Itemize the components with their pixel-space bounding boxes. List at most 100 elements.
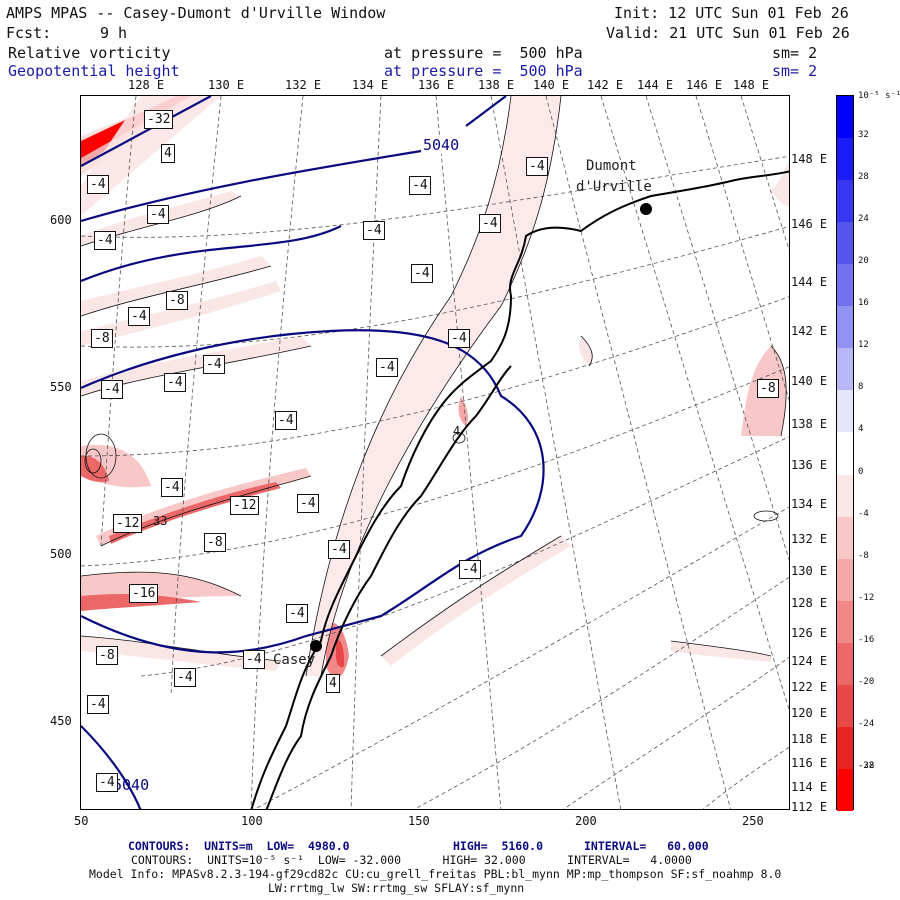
right-longitude-label: 144 E xyxy=(791,275,828,289)
top-longitude-label: 128 E xyxy=(128,78,165,92)
bottom-grid-label: 50 xyxy=(74,814,89,828)
colorbar-segment xyxy=(837,306,853,349)
colorbar-tick-label: 12 xyxy=(858,340,869,351)
forecast-hour: 9 h xyxy=(100,24,128,42)
right-longitude-label: 134 E xyxy=(791,497,828,511)
top-longitude-label: 138 E xyxy=(478,78,515,92)
vorticity-box-label: -32 xyxy=(144,110,174,129)
vorticity-box-label: -4 xyxy=(87,175,109,194)
vorticity-box-label: -4 xyxy=(479,214,501,233)
right-longitude-label: 126 E xyxy=(791,626,828,640)
vorticity-box-label: -16 xyxy=(129,584,159,603)
right-longitude-label: 136 E xyxy=(791,458,828,472)
vorticity-box-label: -4 xyxy=(376,358,398,377)
colorbar-tick-label: 28 xyxy=(858,172,869,183)
vorticity-box-label: -4 xyxy=(275,411,297,430)
vorticity-box-label: -4 xyxy=(94,231,116,250)
vorticity-inline-label: 33 xyxy=(153,514,168,528)
right-longitude-label: 140 E xyxy=(791,374,828,388)
colorbar-tick-label: 32 xyxy=(858,130,869,141)
init-time: Init: 12 UTC Sun 01 Feb 26 xyxy=(614,4,849,22)
field2-name: Geopotential height xyxy=(8,62,180,80)
colorbar-segment xyxy=(837,558,853,602)
colorbar-tick-label: -4 xyxy=(858,508,869,519)
map-canvas xyxy=(81,96,789,809)
left-grid-label: 550 xyxy=(50,380,72,394)
top-longitude-label: 140 E xyxy=(533,78,570,92)
colorbar-tick-label: 0 xyxy=(858,466,864,477)
vorticity-box-label: -4 xyxy=(286,604,308,623)
vorticity-box-label: -4 xyxy=(164,373,186,392)
vorticity-box-label: -4 xyxy=(203,355,225,374)
colorbar-segment xyxy=(837,600,853,644)
colorbar-segment xyxy=(837,516,853,560)
left-grid-label: 600 xyxy=(50,213,72,227)
station-label-dumont: Dumont xyxy=(586,158,637,174)
colorbar-segment xyxy=(837,642,853,686)
right-longitude-label: 118 E xyxy=(791,732,828,746)
valid-time: Valid: 21 UTC Sun 01 Feb 26 xyxy=(606,24,850,42)
station-markers xyxy=(310,203,652,652)
height-contour-label: 5040 xyxy=(423,136,460,154)
vorticity-box-label: -4 xyxy=(448,329,470,348)
map-panel: Dumont d'Urville Casey 5040 5040 4 33 -3… xyxy=(80,95,790,810)
colorbar-tick-label: 4 xyxy=(858,424,864,435)
vorticity-box-label: -4 xyxy=(328,540,350,559)
bottom-grid-label: 250 xyxy=(742,814,764,828)
top-longitude-label: 144 E xyxy=(637,78,674,92)
vorticity-box-label: -4 xyxy=(243,650,265,669)
colorbar-segment xyxy=(837,684,853,728)
left-grid-label: 450 xyxy=(50,714,72,728)
colorbar-segment xyxy=(837,726,853,770)
colorbar-segment xyxy=(837,96,853,139)
left-grid-label: 500 xyxy=(50,547,72,561)
vorticity-box-label: -4 xyxy=(87,695,109,714)
vorticity-inline-label: 4 xyxy=(453,424,461,438)
colorbar-tick-label: -16 xyxy=(858,634,875,645)
right-longitude-label: 132 E xyxy=(791,532,828,546)
footer-vorticity-contours: CONTOURS: UNITS=10⁻⁵ s⁻¹ LOW= -32.000 HI… xyxy=(131,853,692,867)
station-label-casey: Casey xyxy=(273,652,316,668)
right-longitude-label: 130 E xyxy=(791,564,828,578)
right-longitude-label: 116 E xyxy=(791,756,828,770)
vorticity-box-label: -4 xyxy=(101,380,123,399)
right-longitude-label: 120 E xyxy=(791,706,828,720)
footer-height-interval: INTERVAL= 60.000 xyxy=(584,839,709,853)
vorticity-box-label: -8 xyxy=(96,646,118,665)
right-longitude-label: 122 E xyxy=(791,680,828,694)
bottom-grid-label: 150 xyxy=(408,814,430,828)
top-longitude-label: 132 E xyxy=(285,78,322,92)
top-longitude-label: 134 E xyxy=(352,78,389,92)
vorticity-box-label: 4 xyxy=(161,144,175,163)
station-label-durville: d'Urville xyxy=(576,179,652,195)
right-longitude-label: 148 E xyxy=(791,152,828,166)
top-longitude-label: 130 E xyxy=(208,78,245,92)
vorticity-box-label: 4 xyxy=(326,674,340,693)
vorticity-box-label: -8 xyxy=(757,379,779,398)
vorticity-box-label: -4 xyxy=(411,264,433,283)
vorticity-box-label: -4 xyxy=(459,560,481,579)
vorticity-box-label: -4 xyxy=(147,205,169,224)
top-longitude-label: 146 E xyxy=(686,78,723,92)
colorbar-tick-label: -12 xyxy=(858,592,875,603)
colorbar-tick-label: -24 xyxy=(858,718,875,729)
vorticity-box-label: -8 xyxy=(166,291,188,310)
vorticity-box-label: -4 xyxy=(96,773,118,792)
dumont-durville-marker xyxy=(640,203,652,215)
graticule xyxy=(81,96,789,809)
field2-smoothing: sm= 2 xyxy=(772,62,818,80)
vorticity-box-label: -4 xyxy=(409,176,431,195)
right-longitude-label: 142 E xyxy=(791,324,828,338)
colorbar-tick-label: 16 xyxy=(858,298,869,309)
colorbar-unit: 10⁻⁵ s⁻¹ xyxy=(858,91,900,101)
height-contours xyxy=(81,96,545,809)
colorbar-segment xyxy=(837,474,853,518)
right-longitude-label: 124 E xyxy=(791,654,828,668)
vorticity-box-label: -4 xyxy=(161,478,183,497)
colorbar-segment xyxy=(837,180,853,223)
colorbar-segment xyxy=(837,390,853,433)
colorbar-segment xyxy=(837,138,853,181)
vorticity-box-label: -4 xyxy=(363,221,385,240)
colorbar-segment xyxy=(837,432,853,476)
colorbar-tick-label: -20 xyxy=(858,676,875,687)
